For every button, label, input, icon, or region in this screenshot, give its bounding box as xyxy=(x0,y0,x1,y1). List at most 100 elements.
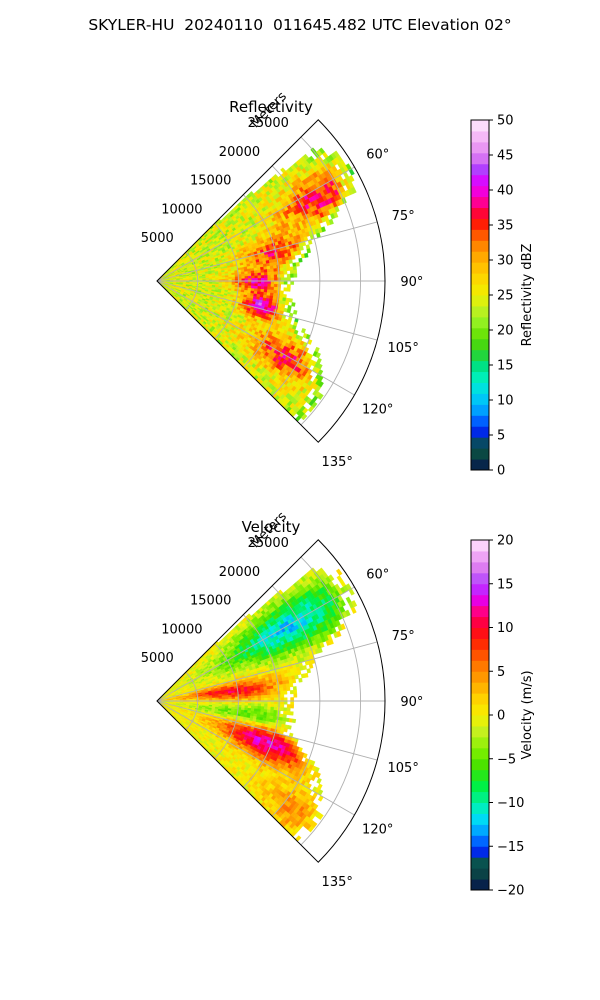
radar-cell xyxy=(270,283,275,288)
radar-cell xyxy=(263,286,268,290)
radar-cell xyxy=(273,289,278,294)
radar-cell xyxy=(260,686,265,691)
colorbar-segment xyxy=(471,459,489,471)
radar-cell xyxy=(251,695,255,699)
radar-cell xyxy=(251,283,255,287)
radar-cell xyxy=(257,695,262,699)
radar-cell xyxy=(348,175,355,183)
radar-cell xyxy=(263,692,268,696)
radar-cell xyxy=(280,274,285,279)
radar-cell xyxy=(292,686,297,691)
radar-cell xyxy=(231,276,236,280)
radar-cell xyxy=(350,606,357,614)
radar-cell xyxy=(283,687,288,692)
radar-cell xyxy=(273,700,278,705)
radar-cell xyxy=(273,694,278,699)
radar-cell xyxy=(254,285,259,290)
colorbar-tick-label: 15 xyxy=(497,359,514,374)
colorbar-segment xyxy=(471,426,489,438)
colorbar-segment xyxy=(471,141,489,154)
colorbar-segment xyxy=(471,316,489,329)
radar-cell xyxy=(254,283,259,287)
radar-cell xyxy=(228,694,233,698)
radar-field xyxy=(158,567,358,842)
radar-cell xyxy=(266,688,271,693)
range-tick-label: 20000 xyxy=(219,145,260,160)
radar-cell xyxy=(247,270,252,275)
range-tick-label: 5000 xyxy=(141,231,174,246)
radar-cell xyxy=(267,274,272,279)
radar-cell xyxy=(286,308,292,314)
colorbar-segment xyxy=(471,251,489,263)
radar-cell xyxy=(244,283,249,287)
radar-cell xyxy=(280,703,285,708)
radar-cell xyxy=(286,284,291,289)
radar-cell xyxy=(304,672,309,678)
radar-cell xyxy=(279,293,284,298)
radar-cell xyxy=(273,265,278,269)
colorbar-tick-label: 20 xyxy=(497,324,514,339)
colorbar-tick-label: 0 xyxy=(497,464,505,479)
radar-cell xyxy=(286,277,291,282)
radar-cell xyxy=(273,283,278,288)
radar-cell xyxy=(285,683,291,688)
radar-cell xyxy=(286,707,291,712)
radar-cell xyxy=(350,186,357,194)
radar-cell xyxy=(263,272,268,276)
radar-cell xyxy=(291,678,297,684)
radar-cell xyxy=(241,693,246,697)
radar-cell xyxy=(247,693,252,697)
colorbar-tick-label: 45 xyxy=(497,149,514,164)
radar-cell xyxy=(228,702,233,706)
radar-cell xyxy=(253,270,258,274)
radar-cell xyxy=(270,697,275,702)
radar-cell xyxy=(257,275,262,279)
radar-cell xyxy=(260,689,265,694)
radar-cell xyxy=(260,283,265,287)
radar-cell xyxy=(263,269,268,273)
panel-title: Reflectivity xyxy=(229,98,313,116)
radar-cell xyxy=(208,697,213,700)
radar-cell xyxy=(283,287,288,292)
radar-cell xyxy=(280,280,285,285)
colorbar-segment xyxy=(471,295,489,307)
radar-cell xyxy=(270,268,275,273)
radar-cell xyxy=(280,690,285,695)
azimuth-tick-label: 90° xyxy=(400,275,423,290)
azimuth-tick-label: 120° xyxy=(362,402,393,417)
colorbar-segment xyxy=(471,120,489,132)
radar-cell xyxy=(328,218,334,225)
radar-cell xyxy=(225,276,229,280)
colorbar-segment xyxy=(471,273,489,285)
radar-cell xyxy=(306,248,311,254)
radar-cell xyxy=(266,268,271,273)
radar-cell xyxy=(279,687,284,692)
colorbar-segment xyxy=(471,349,489,362)
radar-cell xyxy=(296,250,302,256)
colorbar-segment xyxy=(471,207,489,219)
radar-cell xyxy=(273,286,278,291)
radar-cell xyxy=(283,277,288,282)
radar-cell xyxy=(260,269,265,274)
radar-cell xyxy=(285,263,291,268)
page-title: SKYLER-HU 20240110 011645.482 UTC Elevat… xyxy=(88,16,512,34)
radar-cell xyxy=(280,270,285,275)
radar-cell xyxy=(290,280,294,285)
colorbar-segment xyxy=(471,448,489,460)
colorbar-segment xyxy=(471,338,489,351)
colorbar-tick-label: 35 xyxy=(497,219,514,234)
radar-cell xyxy=(273,268,278,273)
radar-cell xyxy=(267,283,272,288)
radar-cell xyxy=(291,718,297,724)
radar-cell xyxy=(267,280,272,285)
colorbar-segment xyxy=(471,382,489,394)
radar-cell xyxy=(273,274,278,279)
radar-cell xyxy=(282,294,287,299)
radar-cell xyxy=(283,697,288,702)
radar-cell xyxy=(260,286,265,290)
radar-cell xyxy=(253,690,258,694)
radar-cell xyxy=(273,277,278,282)
range-tick-label: 15000 xyxy=(190,174,231,189)
